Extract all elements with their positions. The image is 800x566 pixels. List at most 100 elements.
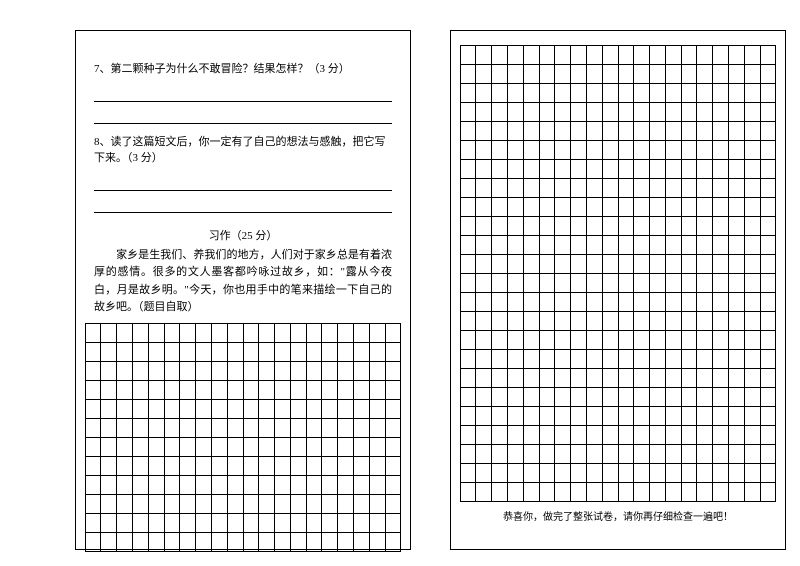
grid-cell bbox=[369, 456, 385, 475]
grid-cell bbox=[634, 350, 650, 369]
grid-cell bbox=[539, 464, 555, 483]
grid-cell bbox=[180, 475, 196, 494]
grid-cell bbox=[227, 475, 243, 494]
grid-cell bbox=[681, 369, 697, 388]
grid-cell bbox=[650, 179, 666, 198]
grid-cell bbox=[164, 437, 180, 456]
grid-cell bbox=[85, 475, 101, 494]
grid-cell bbox=[744, 388, 760, 407]
grid-cell bbox=[602, 274, 618, 293]
grid-cell bbox=[539, 293, 555, 312]
grid-cell bbox=[275, 532, 291, 551]
grid-cell bbox=[507, 160, 523, 179]
grid-cell bbox=[243, 323, 259, 342]
grid-cell bbox=[117, 456, 133, 475]
grid-cell bbox=[507, 179, 523, 198]
grid-cell bbox=[586, 217, 602, 236]
grid-cell bbox=[650, 236, 666, 255]
grid-cell bbox=[555, 445, 571, 464]
grid-cell bbox=[729, 426, 745, 445]
grid-cell bbox=[571, 46, 587, 65]
grid-cell bbox=[729, 160, 745, 179]
grid-cell bbox=[306, 475, 322, 494]
grid-cell bbox=[85, 399, 101, 418]
grid-cell bbox=[180, 513, 196, 532]
grid-cell bbox=[460, 122, 476, 141]
grid-cell bbox=[618, 160, 634, 179]
grid-cell bbox=[211, 532, 227, 551]
grid-cell bbox=[681, 464, 697, 483]
grid-cell bbox=[634, 65, 650, 84]
grid-cell bbox=[476, 65, 492, 84]
grid-cell bbox=[101, 532, 117, 551]
grid-cell bbox=[665, 350, 681, 369]
grid-cell bbox=[338, 418, 354, 437]
grid-cell bbox=[713, 141, 729, 160]
grid-cell bbox=[259, 437, 275, 456]
grid-cell bbox=[460, 331, 476, 350]
grid-cell bbox=[729, 331, 745, 350]
grid-cell bbox=[681, 255, 697, 274]
grid-cell bbox=[523, 217, 539, 236]
grid-cell bbox=[523, 426, 539, 445]
grid-cell bbox=[760, 350, 776, 369]
grid-cell bbox=[101, 475, 117, 494]
grid-cell bbox=[290, 513, 306, 532]
grid-cell bbox=[85, 494, 101, 513]
grid-cell bbox=[744, 350, 760, 369]
grid-cell bbox=[460, 464, 476, 483]
grid-cell bbox=[586, 255, 602, 274]
grid-cell bbox=[744, 331, 760, 350]
grid-cell bbox=[713, 274, 729, 293]
grid-cell bbox=[523, 179, 539, 198]
grid-cell bbox=[650, 198, 666, 217]
grid-cell bbox=[259, 418, 275, 437]
grid-cell bbox=[306, 399, 322, 418]
grid-cell bbox=[369, 361, 385, 380]
grid-cell bbox=[650, 160, 666, 179]
grid-cell bbox=[492, 369, 508, 388]
grid-cell bbox=[539, 388, 555, 407]
grid-cell bbox=[164, 494, 180, 513]
grid-cell bbox=[460, 445, 476, 464]
grid-cell bbox=[665, 312, 681, 331]
grid-cell bbox=[713, 369, 729, 388]
writing-grid-left bbox=[85, 323, 402, 552]
grid-cell bbox=[196, 475, 212, 494]
grid-cell bbox=[744, 274, 760, 293]
grid-cell bbox=[306, 494, 322, 513]
grid-cell bbox=[227, 380, 243, 399]
grid-cell bbox=[492, 122, 508, 141]
grid-cell bbox=[539, 122, 555, 141]
grid-cell bbox=[148, 418, 164, 437]
question-7: 7、第二颗种子为什么不敢冒险？结果怎样？（3 分） bbox=[84, 61, 402, 78]
grid-cell bbox=[460, 217, 476, 236]
grid-cell bbox=[618, 84, 634, 103]
grid-cell bbox=[211, 361, 227, 380]
grid-cell bbox=[618, 464, 634, 483]
grid-cell bbox=[385, 513, 401, 532]
grid-cell bbox=[744, 369, 760, 388]
grid-cell bbox=[713, 198, 729, 217]
grid-cell bbox=[117, 532, 133, 551]
grid-cell bbox=[539, 103, 555, 122]
grid-cell bbox=[681, 46, 697, 65]
grid-cell bbox=[259, 361, 275, 380]
grid-cell bbox=[634, 46, 650, 65]
grid-cell bbox=[697, 483, 713, 502]
grid-cell bbox=[460, 312, 476, 331]
grid-cell bbox=[369, 399, 385, 418]
grid-cell bbox=[586, 293, 602, 312]
grid-cell bbox=[555, 236, 571, 255]
grid-cell bbox=[164, 342, 180, 361]
grid-cell bbox=[602, 426, 618, 445]
grid-cell bbox=[729, 198, 745, 217]
grid-cell bbox=[665, 388, 681, 407]
grid-cell bbox=[354, 456, 370, 475]
grid-cell bbox=[85, 532, 101, 551]
grid-cell bbox=[132, 323, 148, 342]
grid-cell bbox=[586, 483, 602, 502]
grid-cell bbox=[697, 236, 713, 255]
grid-cell bbox=[476, 179, 492, 198]
essay-intro: 家乡是生我们、养我们的地方，人们对于家乡总是有着浓厚的感情。很多的文人墨客都吟咏… bbox=[84, 247, 402, 317]
